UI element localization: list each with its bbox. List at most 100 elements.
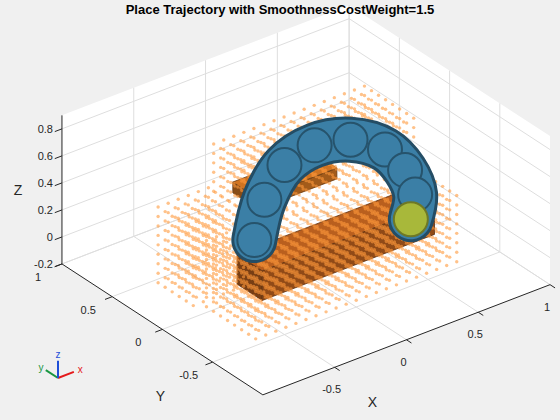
voxel — [448, 237, 451, 240]
voxel — [435, 268, 438, 271]
voxel — [208, 236, 211, 239]
voxel — [374, 102, 377, 105]
voxel — [239, 139, 242, 142]
plot-background — [62, 5, 550, 395]
voxel — [300, 295, 303, 298]
voxel — [332, 185, 335, 188]
voxel — [391, 261, 394, 264]
voxel — [295, 214, 298, 217]
voxel — [352, 168, 355, 171]
voxel — [361, 225, 364, 228]
voxel — [342, 203, 345, 206]
voxel — [222, 186, 225, 189]
voxel — [395, 283, 398, 286]
voxel — [236, 176, 239, 179]
voxel — [202, 281, 205, 284]
voxel — [269, 128, 272, 131]
voxel — [367, 199, 370, 202]
voxel — [253, 148, 256, 151]
voxel — [191, 216, 194, 219]
voxel — [405, 112, 408, 115]
voxel — [228, 266, 231, 269]
voxel — [240, 161, 243, 164]
voxel — [228, 275, 231, 278]
voxel — [205, 263, 208, 266]
voxel — [229, 152, 232, 155]
voxel — [381, 217, 384, 220]
voxel — [174, 234, 177, 237]
voxel — [170, 252, 173, 255]
voxel — [307, 189, 310, 192]
voxel — [219, 175, 222, 178]
voxel — [328, 182, 331, 185]
voxel — [229, 190, 232, 193]
voxel — [185, 271, 188, 274]
voxel — [365, 266, 368, 269]
voxel — [205, 292, 208, 295]
voxel — [330, 265, 333, 268]
voxel — [243, 180, 246, 183]
voxel — [307, 180, 310, 183]
voxel — [226, 180, 229, 183]
voxel — [212, 268, 215, 271]
voxel — [272, 129, 275, 132]
voxel — [212, 258, 215, 261]
voxel — [371, 231, 374, 234]
voxel — [187, 203, 190, 206]
voxel — [362, 174, 365, 177]
voxel — [435, 239, 438, 242]
voxel — [170, 271, 173, 274]
voxel — [325, 181, 328, 184]
voxel — [226, 170, 229, 173]
voxel — [340, 233, 343, 236]
voxel — [385, 268, 388, 271]
voxel — [412, 126, 415, 129]
voxel — [431, 236, 434, 239]
voxel — [256, 140, 259, 143]
voxel — [242, 285, 245, 288]
voxel — [163, 219, 166, 222]
voxel — [156, 243, 159, 246]
voxel — [385, 249, 388, 252]
voxel — [353, 88, 356, 91]
voxel — [448, 218, 451, 221]
voxel — [332, 166, 335, 169]
voxel — [391, 112, 394, 115]
voxel — [425, 253, 428, 256]
voxel — [233, 175, 236, 178]
voxel — [342, 181, 345, 184]
voxel — [338, 178, 341, 181]
voxel — [425, 272, 428, 275]
voxel — [219, 156, 222, 159]
voxel — [205, 282, 208, 285]
voxel — [388, 269, 391, 272]
voxel — [351, 229, 354, 232]
voxel — [340, 261, 343, 264]
voxel — [355, 270, 358, 273]
voxel — [391, 103, 394, 106]
voxel — [345, 163, 348, 166]
voxel — [156, 224, 159, 227]
voxel — [335, 177, 338, 180]
voxel — [438, 259, 441, 262]
voxel — [357, 202, 360, 205]
voxel — [375, 291, 378, 294]
voxel — [236, 195, 239, 198]
voxel — [358, 281, 361, 284]
voxel — [363, 94, 366, 97]
voxel — [272, 119, 275, 122]
voxel — [370, 190, 373, 193]
voxel — [259, 141, 262, 144]
voxel — [371, 249, 374, 252]
voxel — [385, 287, 388, 290]
voxel — [218, 213, 221, 216]
voxel — [315, 175, 318, 178]
voxel — [385, 278, 388, 281]
voxel — [322, 189, 325, 192]
voxel — [366, 177, 369, 180]
voxel — [392, 124, 395, 127]
voxel — [370, 98, 373, 101]
voxel — [166, 258, 169, 261]
voxel — [311, 174, 314, 177]
voxel — [212, 287, 215, 290]
